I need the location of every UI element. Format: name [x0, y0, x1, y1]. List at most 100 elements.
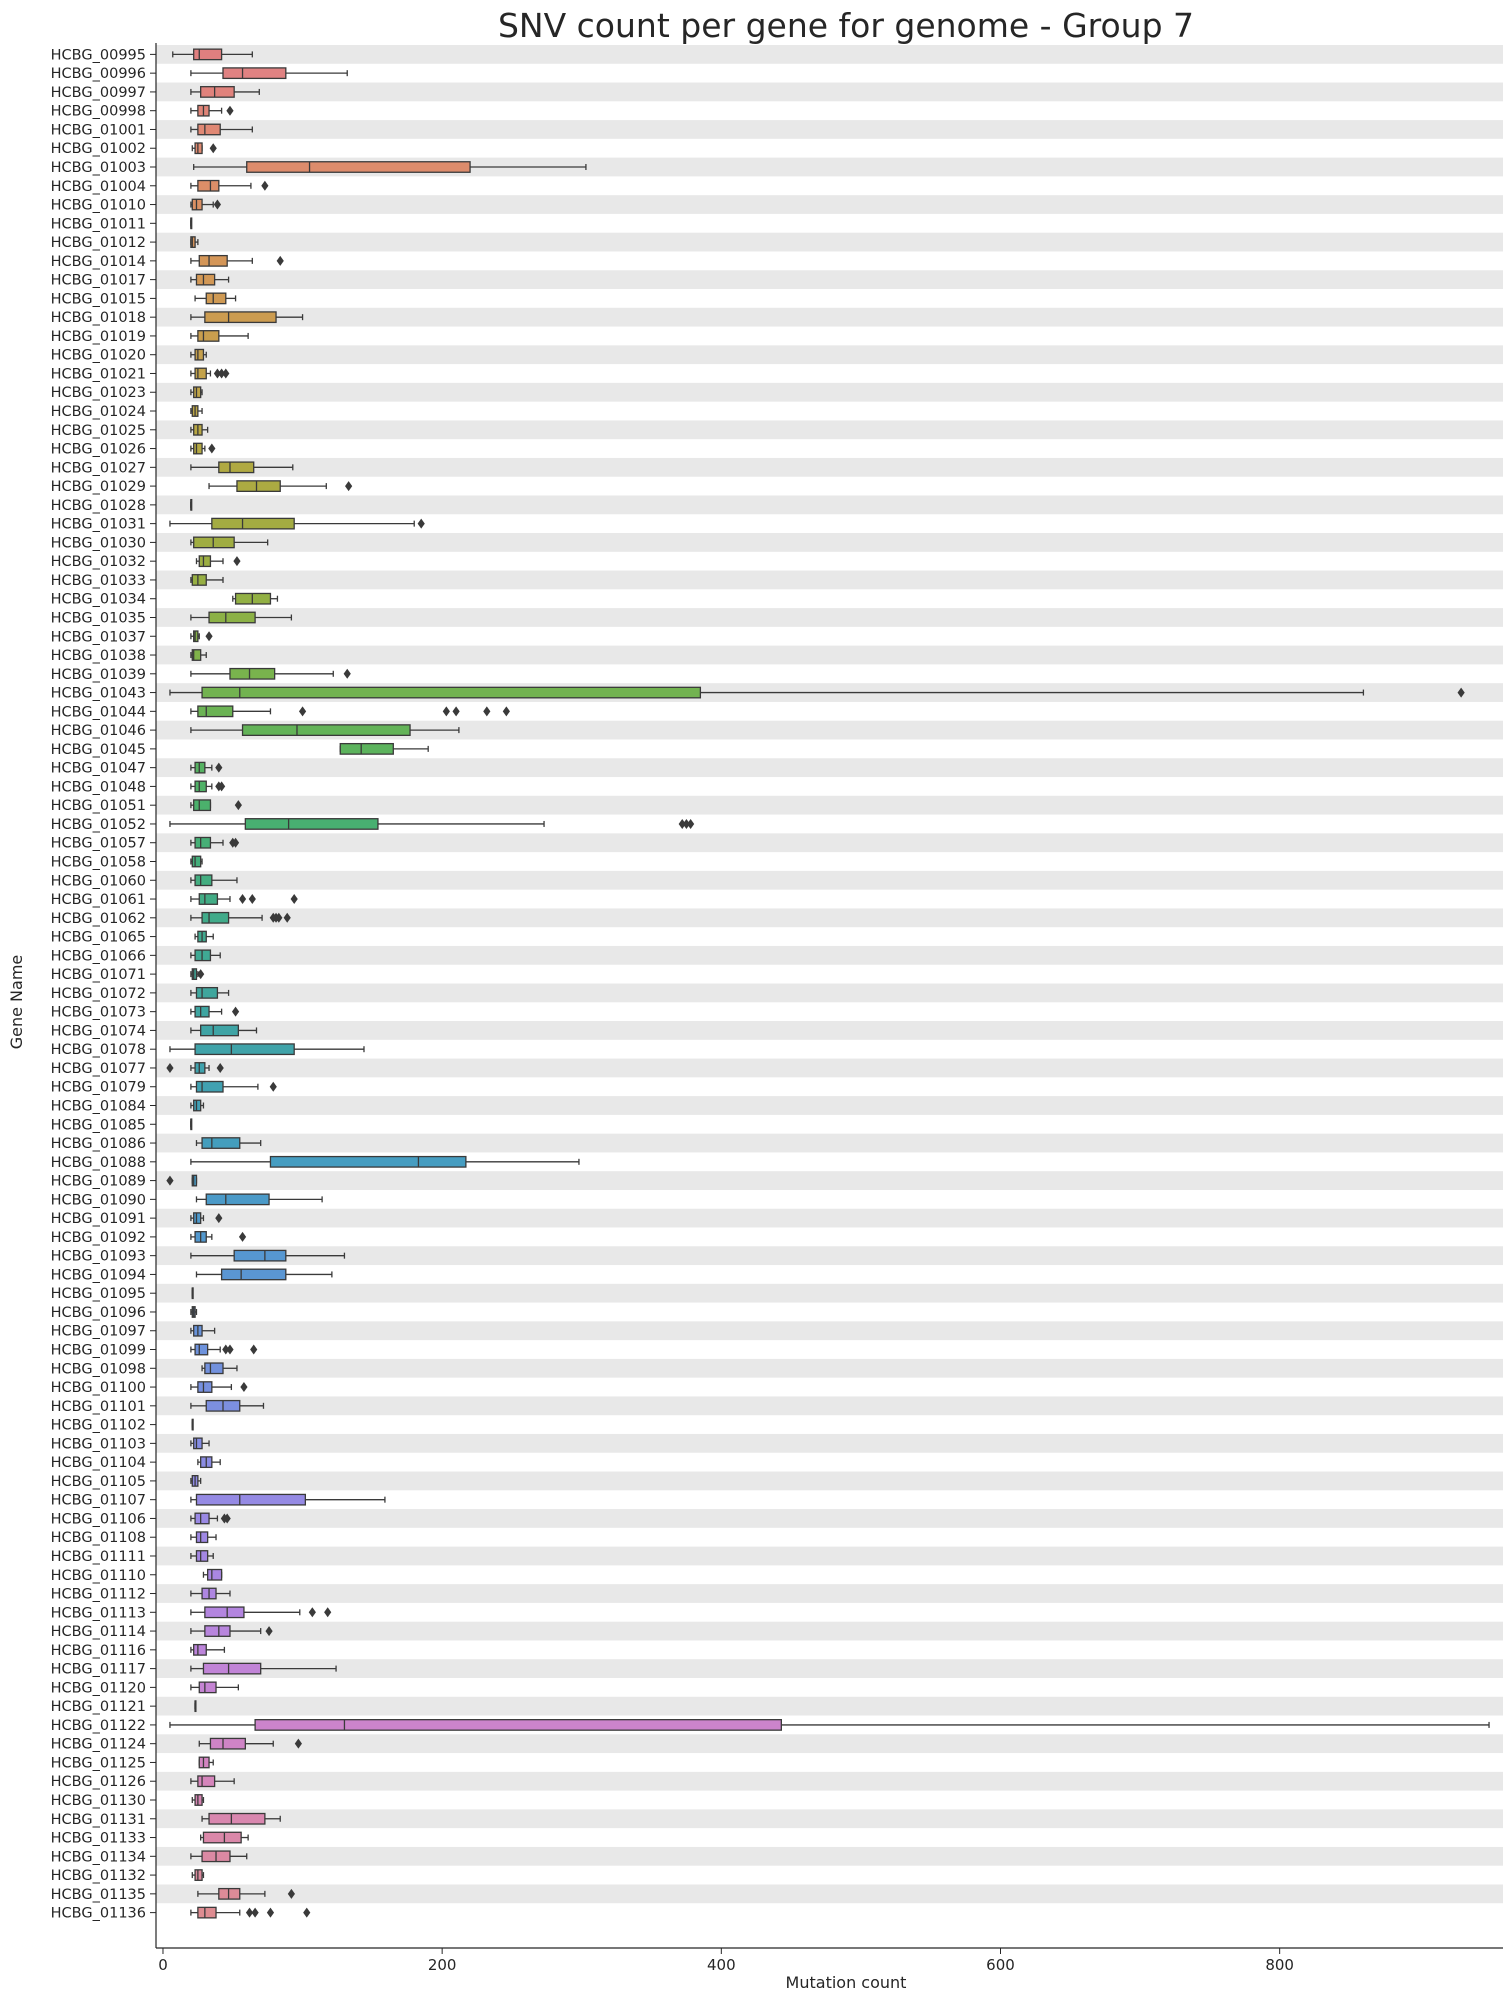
gene-box [190, 1437, 210, 1450]
row-band [156, 1546, 1503, 1566]
gene-label: HCBG_01093 [51, 1249, 146, 1265]
gene-box [190, 236, 199, 248]
gene-box [195, 1268, 333, 1281]
outlier-point [266, 1907, 275, 1918]
gene-label: HCBG_01012 [51, 235, 146, 251]
gene-box [190, 836, 240, 849]
iqr-box [193, 536, 235, 549]
gene-label: HCBG_01043 [51, 686, 146, 702]
outlier-point [245, 1907, 254, 1918]
gene-label: HCBG_01058 [51, 854, 146, 870]
gene-box [190, 667, 351, 680]
gene-label: HCBG_01098 [51, 1361, 146, 1377]
outlier-point [226, 105, 234, 116]
gene-label: HCBG_01004 [51, 179, 146, 195]
iqr-box [193, 1212, 202, 1225]
gene-box [190, 1681, 240, 1694]
gene-box [166, 1174, 198, 1187]
gene-box [190, 67, 348, 80]
gene-box [194, 930, 214, 943]
gene-box [190, 1306, 198, 1318]
outlier-point [261, 180, 269, 191]
gene-label: HCBG_01020 [51, 348, 146, 364]
row-band [156, 1058, 1503, 1078]
gene-label: HCBG_01120 [51, 1680, 146, 1696]
outlier-point [303, 1907, 311, 1918]
gene-label: HCBG_01111 [51, 1549, 146, 1565]
gene-label: HCBG_01096 [51, 1305, 146, 1321]
gene-label: HCBG_01003 [51, 160, 146, 176]
gene-box [190, 1024, 258, 1037]
gene-label: HCBG_01124 [51, 1737, 146, 1753]
x-tick-label: 800 [1265, 1956, 1294, 1974]
gene-label: HCBG_01110 [51, 1568, 146, 1584]
gene-label: HCBG_01026 [51, 442, 146, 458]
gene-label: HCBG_01112 [51, 1587, 146, 1603]
gene-box [190, 1643, 226, 1656]
iqr-box [193, 799, 212, 812]
gene-label: HCBG_01084 [51, 1099, 146, 1115]
gene-box [190, 949, 221, 962]
row-band [156, 945, 1503, 965]
iqr-box [236, 480, 281, 492]
x-axis-label: Mutation count [786, 1973, 907, 1992]
gene-label: HCBG_01136 [51, 1906, 146, 1922]
row-band [156, 1659, 1503, 1678]
gene-box [190, 799, 242, 812]
gene-box [190, 1512, 231, 1525]
gene-box [190, 1399, 265, 1412]
gene-box [190, 1906, 311, 1919]
row-band [156, 157, 1503, 177]
outlier-point [442, 706, 450, 717]
iqr-box [194, 1869, 203, 1881]
gene-box [190, 874, 238, 887]
row-band [156, 1096, 1503, 1115]
row-band [156, 533, 1503, 552]
gene-box [190, 86, 260, 98]
outlier-point [222, 1344, 230, 1355]
gene-label: HCBG_01014 [51, 254, 146, 270]
gene-box [190, 1606, 332, 1619]
iqr-box [269, 1155, 467, 1168]
iqr-box [339, 742, 394, 755]
gene-box [190, 423, 209, 436]
iqr-box [198, 254, 228, 267]
gene-label: HCBG_01025 [51, 423, 146, 439]
row-band [156, 1509, 1503, 1528]
iqr-box [204, 311, 277, 324]
gene-label: HCBG_01102 [51, 1418, 146, 1434]
gene-box [190, 273, 230, 286]
row-band [156, 195, 1503, 214]
iqr-box [198, 893, 219, 905]
row-band [156, 1208, 1503, 1228]
iqr-box [194, 367, 207, 380]
outlier-point [250, 1344, 258, 1355]
gene-box [190, 1625, 273, 1637]
gene-label: HCBG_01060 [51, 873, 146, 889]
outlier-point [218, 781, 226, 792]
gene-box [190, 611, 293, 624]
gene-box [169, 1719, 1490, 1731]
gene-box [190, 724, 460, 737]
outlier-point [343, 668, 351, 679]
chart-title: SNV count per gene for genome - Group 7 [498, 6, 1194, 45]
gene-box [190, 911, 291, 924]
gene-box [190, 986, 230, 999]
gene-label: HCBG_01091 [51, 1211, 146, 1227]
gene-label: HCBG_01117 [51, 1662, 146, 1678]
outlier-point [308, 1607, 316, 1618]
gene-label: HCBG_00998 [51, 104, 146, 120]
gene-box [190, 968, 205, 981]
gene-box [194, 292, 237, 305]
gene-label: HCBG_01018 [51, 310, 146, 326]
gene-label: HCBG_01062 [51, 911, 146, 927]
iqr-box [244, 818, 379, 830]
row-band [156, 833, 1503, 853]
outlier-point [502, 706, 510, 717]
outlier-point [213, 368, 222, 379]
gene-box [198, 1737, 302, 1750]
gene-box [190, 179, 269, 192]
gene-label: HCBG_01107 [51, 1493, 146, 1509]
outlier-point [218, 368, 226, 379]
